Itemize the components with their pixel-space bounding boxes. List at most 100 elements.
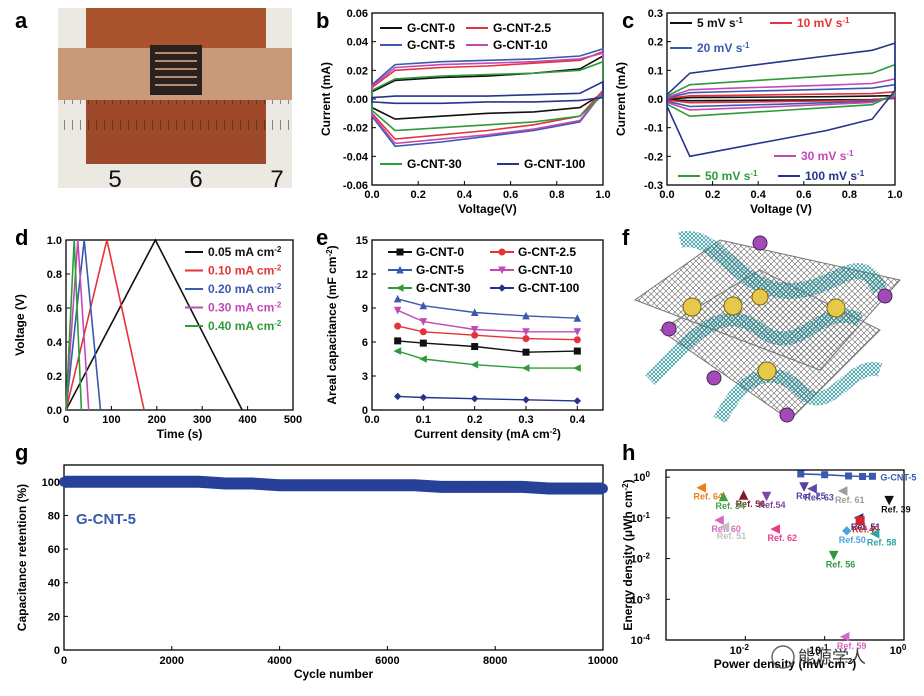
legend-label: G-CNT-5	[416, 263, 464, 277]
data-point-G-CNT-10	[419, 318, 428, 326]
panel-label-a: a	[15, 8, 28, 33]
cv-loop-100	[666, 42, 896, 158]
ref-label: Ref.50	[839, 535, 866, 545]
y-tick-label: 6	[362, 337, 368, 349]
legend-marker	[498, 266, 506, 275]
retention-point	[571, 483, 582, 494]
data-point-G-CNT-5	[797, 470, 805, 478]
ref-label: Ref. 56	[826, 559, 856, 569]
ref-marker	[807, 483, 817, 494]
ref-label: Ref. 34	[715, 501, 745, 511]
ref-label: Ref. 25	[796, 491, 826, 501]
legend-label: G-CNT-0	[416, 245, 464, 259]
panel-label-g: g	[15, 440, 28, 465]
y-tick-label: 9	[362, 303, 368, 315]
ref-marker	[770, 524, 780, 534]
legend-marker	[396, 265, 404, 274]
ref-marker	[696, 482, 706, 493]
x-tick-label: 500	[284, 414, 302, 426]
chart-b: 0.0 0.2 0.4 0.6 0.8 1.0 -0.06 -0.04 -0.02 0.00 0.0…	[319, 8, 611, 216]
ref-marker	[828, 550, 839, 561]
y-tick-label: 0	[362, 405, 368, 417]
x-tick-label: 0.2	[467, 414, 482, 426]
x-tick-label: 6000	[375, 655, 399, 667]
x-tick-label: 0	[61, 655, 67, 667]
y-tick-label: 100	[42, 477, 60, 489]
y-tick-label: 0.6	[47, 303, 62, 315]
data-point-G-CNT-5	[470, 308, 479, 317]
cation-ball	[751, 288, 769, 306]
x-tick-label: 2000	[160, 655, 184, 667]
legend-label: G-CNT-30	[416, 281, 471, 295]
x-tick-label: 10-2	[730, 643, 750, 658]
data-point-G-CNT-2.5	[394, 322, 402, 330]
retention-point	[139, 476, 150, 487]
x-tick-label: 0.6	[796, 189, 811, 201]
y-tick-label: 1.0	[47, 235, 62, 247]
series-label: G-CNT-5	[76, 511, 136, 528]
data-point-G-CNT-2.5	[419, 328, 427, 336]
legend-marker	[498, 248, 506, 256]
data-point-G-CNT-10	[522, 328, 530, 336]
x-tick-label: 1.0	[595, 189, 610, 201]
data-point-G-CNT-100	[573, 397, 582, 405]
x-tick-label: 0.0	[659, 189, 674, 201]
x-tick-label: 0.2	[705, 189, 720, 201]
y-tick-label: 60	[48, 544, 60, 556]
chart-c: 0.0 0.2 0.4 0.6 0.8 1.0 -0.3 -0.2 -0.1 0.0 0.1 0.2 0…	[614, 8, 903, 216]
y-tick-label: 20	[48, 611, 60, 623]
y-tick-label: 0.3	[648, 8, 663, 20]
legend-label: G-CNT-0	[407, 21, 455, 35]
x-axis-label: Voltage (V)	[750, 202, 812, 216]
data-point-G-CNT-100	[522, 396, 530, 404]
carbon-nanotube	[645, 308, 864, 385]
y-tick-label: 80	[48, 510, 60, 522]
ref-label: Ref. 63	[804, 493, 834, 503]
data-point-G-CNT-5	[845, 472, 853, 480]
x-tick-label: 0.2	[411, 189, 426, 201]
legend-label: 0.40 mA cm-2	[208, 319, 282, 334]
x-axis-label: Current density (mA cm-2)	[414, 427, 561, 442]
legend-marker	[395, 284, 404, 292]
gcd-curve-0.40	[65, 239, 83, 411]
y-tick-label: 3	[362, 371, 368, 383]
legend-label: G-CNT-5	[407, 38, 455, 52]
y-axis-label: Energy density (μWh cm-2)	[621, 479, 636, 630]
y-tick-label: 40	[48, 578, 60, 590]
gcd-curve-0.20	[65, 239, 102, 411]
chart-e-frame	[371, 239, 604, 411]
retention-point	[409, 480, 420, 491]
ref-marker	[855, 516, 865, 526]
cv-loop-50	[666, 63, 896, 118]
legend-marker	[396, 248, 404, 256]
cation-ball	[723, 296, 743, 316]
x-axis-label: Time (s)	[157, 427, 203, 441]
retention-point	[85, 476, 96, 487]
y-tick-label: 0.06	[347, 8, 368, 20]
gcd-curve-0.30	[65, 239, 90, 411]
x-tick-label: 0.0	[364, 414, 379, 426]
data-point-G-CNT-30	[393, 347, 402, 355]
panel-label-e: e	[316, 225, 328, 250]
chart-h-frame	[665, 469, 905, 641]
anion-ball	[877, 288, 893, 304]
legend-marker	[498, 284, 506, 292]
ref-label: Ref. 39	[881, 504, 911, 514]
anion-ball	[752, 235, 768, 251]
y-tick-label: 0.2	[47, 371, 62, 383]
ref-label: Ref. 51	[851, 522, 881, 532]
legend-label: G-CNT-100	[518, 281, 580, 295]
y-tick-label: -0.06	[343, 180, 368, 192]
y-tick-label: 0.2	[648, 37, 663, 49]
y-tick-label: -0.1	[644, 123, 663, 135]
y-axis-label: Capacitance retention (%)	[15, 484, 29, 631]
y-tick-label: 0.00	[347, 94, 368, 106]
ruler-label-7: 7	[270, 166, 283, 193]
y-tick-label: 10-4	[631, 633, 651, 648]
ref-label: Ref. 56	[736, 499, 766, 509]
legend-label: 0.30 mA cm-2	[208, 300, 282, 315]
x-tick-label: 4000	[267, 655, 291, 667]
panel-label-d: d	[15, 225, 28, 250]
ref-marker	[799, 482, 809, 492]
